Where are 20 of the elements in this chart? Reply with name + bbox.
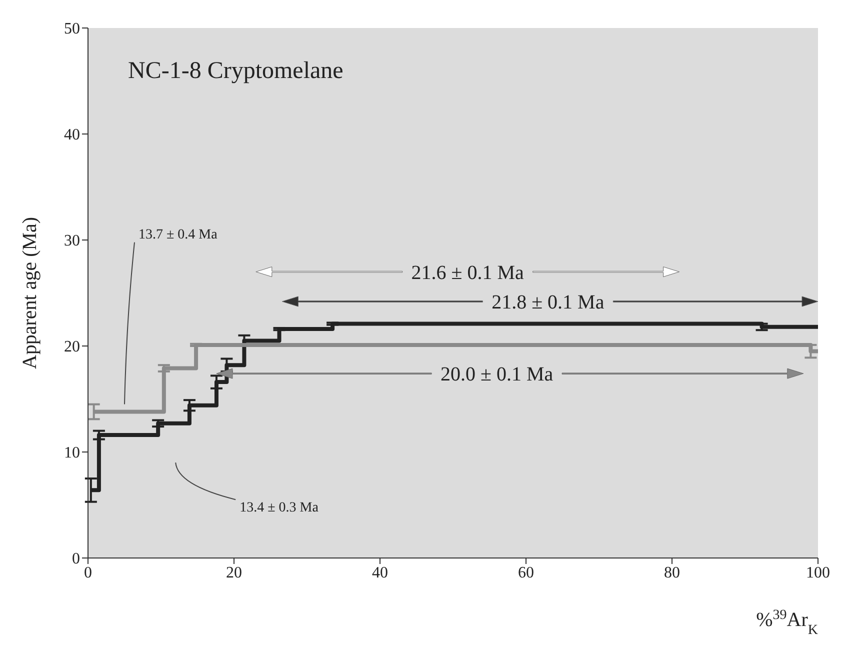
y-tick-label: 0	[72, 550, 80, 568]
annotation: 13.7 ± 0.4 Ma	[138, 227, 218, 242]
y-tick-label: 10	[64, 444, 80, 462]
x-tick-label: 20	[226, 564, 242, 582]
x-tick-label: 0	[84, 564, 92, 582]
y-tick-label: 40	[64, 126, 80, 144]
y-tick-label: 20	[64, 338, 80, 356]
annotation: 20.0 ± 0.1 Ma	[440, 364, 554, 386]
y-tick-label: 30	[64, 232, 80, 250]
annotation: 13.4 ± 0.3 Ma	[240, 500, 320, 516]
annotation: 21.6 ± 0.1 Ma	[411, 262, 524, 284]
annotation: 21.8 ± 0.1 Ma	[492, 291, 604, 314]
y-axis-title: Apparent age (Ma)	[19, 216, 41, 370]
x-tick-label: 80	[664, 564, 680, 582]
x-tick-label: 100	[806, 564, 830, 582]
y-tick-label: 50	[64, 20, 80, 38]
x-tick-label: 40	[372, 564, 388, 582]
x-tick-label: 60	[518, 564, 534, 582]
x-axis-title: %$^{39}$Ar$_{K}$	[756, 608, 818, 638]
text: NC-1-8 Cryptomelane	[128, 58, 344, 84]
